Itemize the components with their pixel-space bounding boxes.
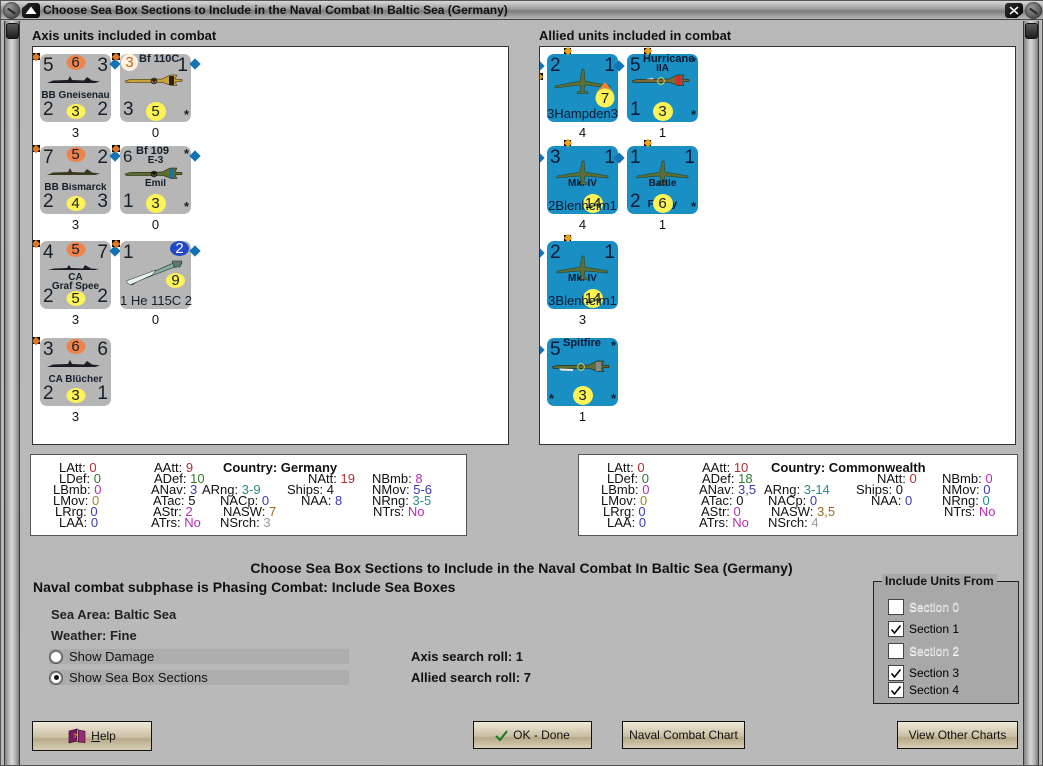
svg-text:7: 7 bbox=[601, 90, 609, 107]
svg-text:?: ? bbox=[73, 733, 77, 740]
